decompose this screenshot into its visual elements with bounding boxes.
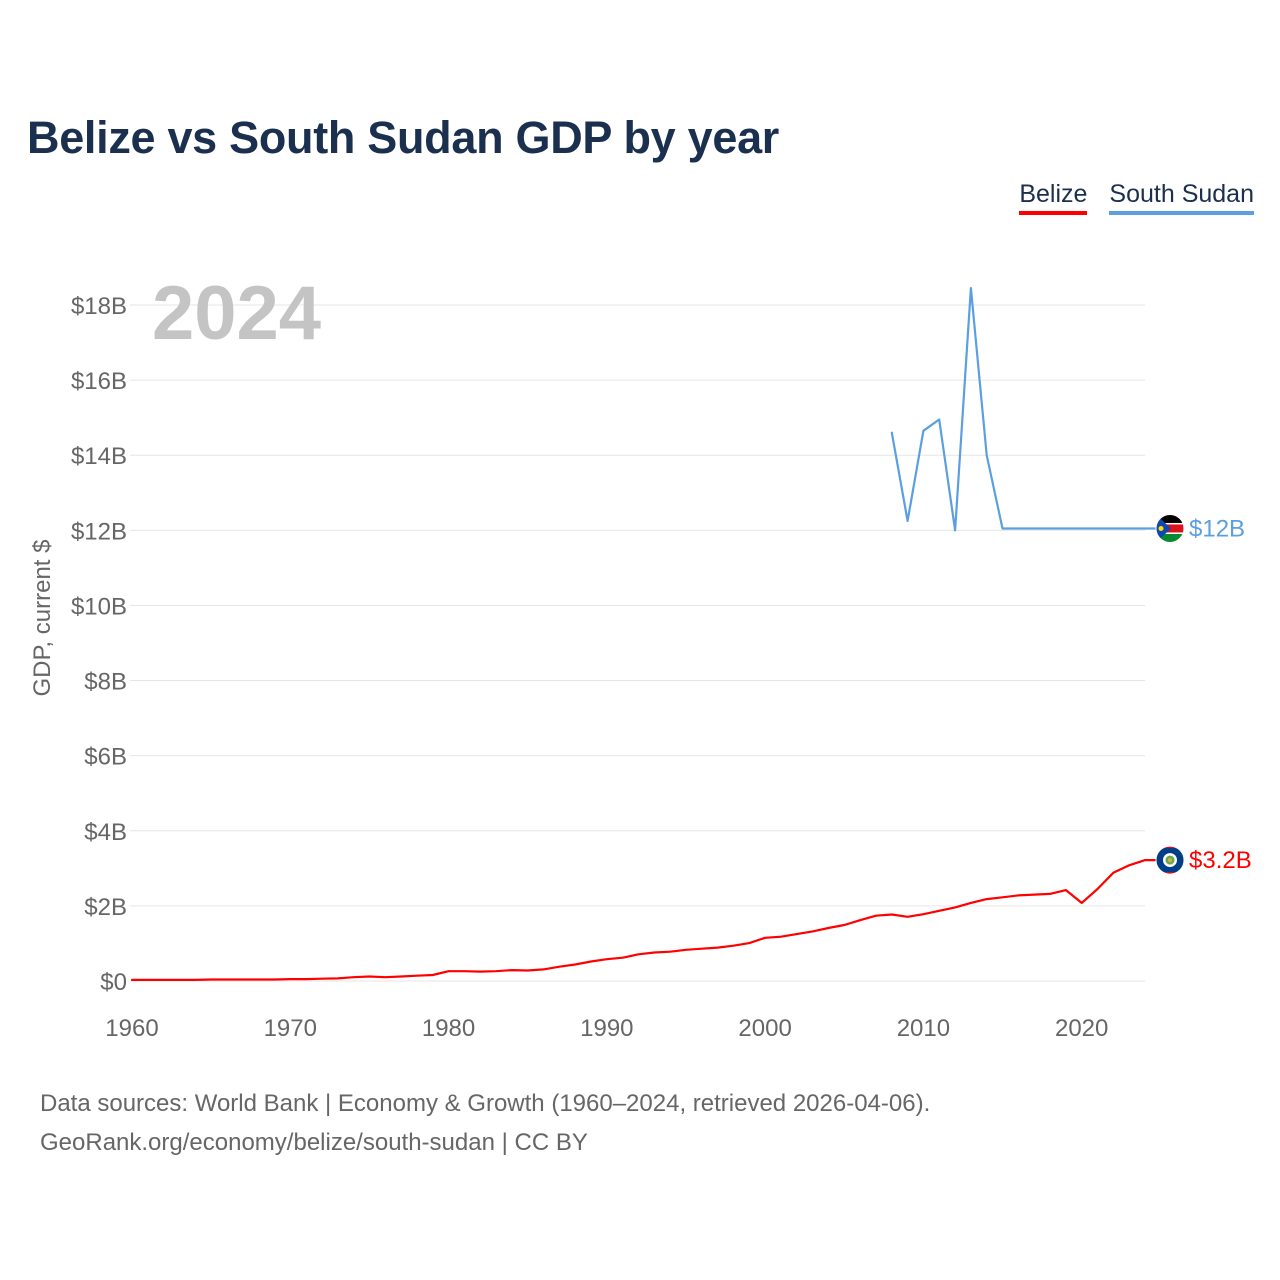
y-tick-label: $6B: [84, 744, 127, 771]
source-note: Data sources: World Bank | Economy & Gro…: [40, 1084, 930, 1162]
legend-item-belize[interactable]: Belize: [1019, 180, 1088, 215]
series-line-belize[interactable]: [130, 858, 1172, 982]
end-value-label-ssudan: $12B: [1189, 515, 1245, 542]
series-layer: [130, 287, 1172, 982]
grid-layer: [130, 304, 1145, 982]
series-line-ssudan[interactable]: [890, 287, 1172, 532]
south-sudan-flag-icon: [1155, 513, 1185, 543]
x-tick-label: 1980: [422, 1015, 475, 1042]
y-tick-label: $10B: [71, 593, 127, 620]
year-overlay: 2024: [152, 271, 321, 356]
y-tick-label: $0: [100, 969, 127, 996]
y-axis-ticks: $0 $2B $4B $6B $8B $10B $12B $14B $16B $18B: [71, 293, 127, 996]
x-tick-label: 1970: [264, 1015, 317, 1042]
chart-title: Belize vs South Sudan GDP by year: [27, 112, 780, 163]
y-tick-label: $8B: [84, 669, 127, 696]
y-tick-label: $12B: [71, 518, 127, 545]
x-tick-label: 1990: [580, 1015, 633, 1042]
y-tick-label: $16B: [71, 368, 127, 395]
x-tick-label: 2000: [738, 1015, 791, 1042]
y-tick-label: $14B: [71, 443, 127, 470]
legend-item-south-sudan[interactable]: South Sudan: [1109, 180, 1254, 215]
x-tick-label: 2020: [1055, 1015, 1108, 1042]
y-axis-title: GDP, current $: [29, 540, 56, 697]
legend: Belize South Sudan: [1019, 180, 1254, 215]
y-tick-label: $2B: [84, 894, 127, 921]
y-tick-label: $18B: [71, 293, 127, 320]
x-tick-label: 1960: [105, 1015, 158, 1042]
end-labels: $3.2B $12B: [1155, 513, 1252, 875]
y-tick-label: $4B: [84, 819, 127, 846]
x-axis-ticks: 1960 1970 1980 1990 2000 2010 2020: [105, 1015, 1108, 1042]
source-line-1: Data sources: World Bank | Economy & Gro…: [40, 1090, 931, 1117]
end-value-label-belize: $3.2B: [1189, 847, 1252, 874]
belize-flag-icon: [1155, 845, 1185, 875]
source-line-2[interactable]: GeoRank.org/economy/belize/south-sudan |…: [40, 1129, 588, 1156]
x-tick-label: 2010: [897, 1015, 950, 1042]
